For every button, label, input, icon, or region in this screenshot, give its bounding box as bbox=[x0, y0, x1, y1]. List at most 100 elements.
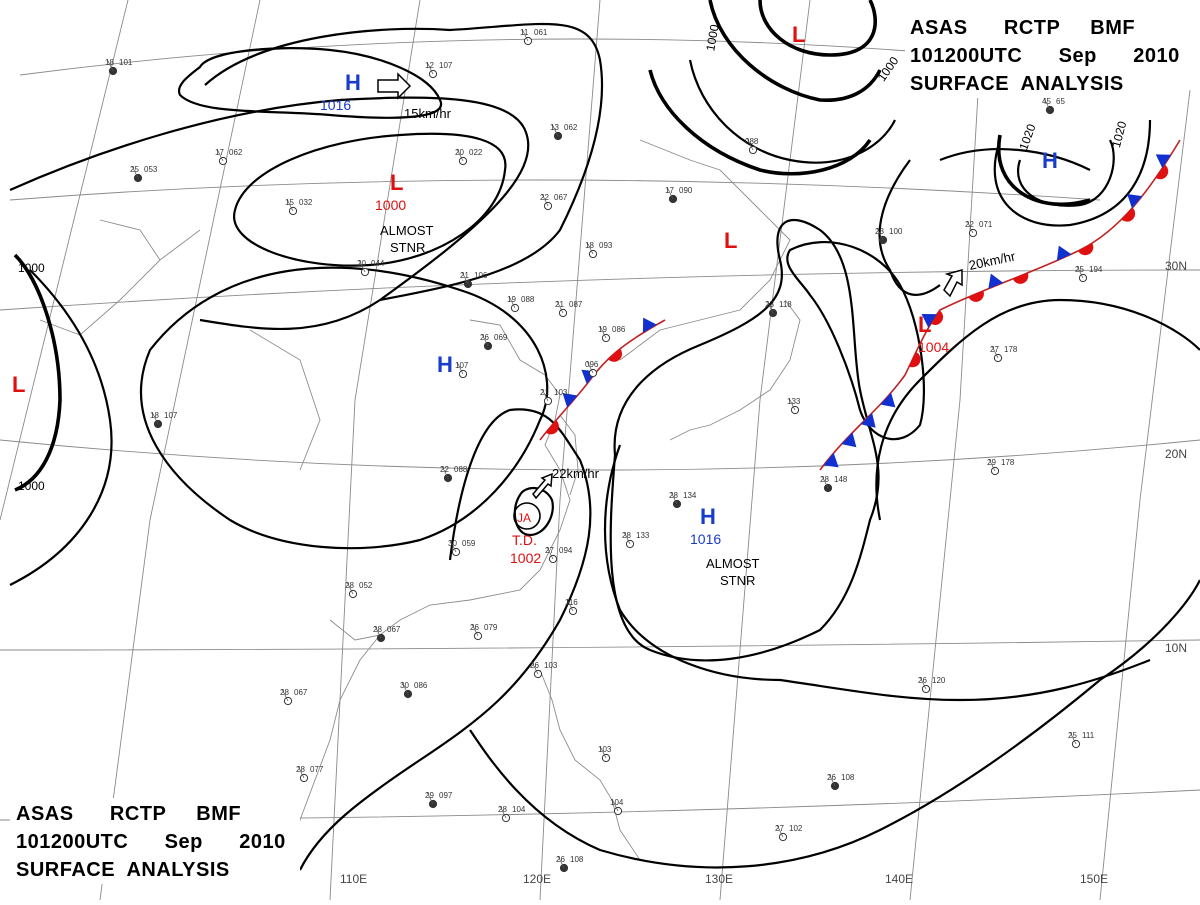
warm-front-semicircle bbox=[930, 310, 944, 326]
header-top-right: ASAS RCTP BMF 101200UTC Sep 2010 SURFACE… bbox=[905, 10, 1179, 98]
wind-barb bbox=[599, 745, 607, 759]
station-pressure: 101 bbox=[119, 58, 133, 67]
wind-barb bbox=[401, 681, 409, 695]
isobar-heavy bbox=[708, 0, 882, 102]
header-line-3: SURFACE ANALYSIS bbox=[16, 859, 230, 881]
station-plot: 22 067 bbox=[540, 193, 568, 211]
isobar-heavy bbox=[648, 69, 872, 176]
station-temperature: 26 bbox=[530, 661, 539, 670]
wind-barb bbox=[297, 765, 305, 779]
pressure-symbols: H 1016 L 1000 ALMOST STNR L L H H L L 100… bbox=[12, 22, 1058, 588]
station-plot: 28 077 bbox=[296, 765, 324, 783]
wind-barb bbox=[766, 300, 774, 314]
note-line-1: ALMOST bbox=[380, 223, 434, 238]
station-temperature: 18 bbox=[585, 241, 594, 250]
cold-front-triangle bbox=[880, 392, 896, 408]
wind-barb bbox=[541, 193, 549, 207]
wind-barb bbox=[776, 824, 784, 838]
station-temperature: 22 bbox=[440, 465, 449, 474]
station-plot: 17 090 bbox=[665, 186, 693, 204]
station-plot: 25 111 bbox=[1068, 731, 1095, 749]
station-temperature: 29 bbox=[425, 791, 434, 800]
station-plot: 30 059 bbox=[448, 539, 476, 557]
wind-barb bbox=[456, 361, 464, 375]
station-temperature: 21 bbox=[540, 388, 549, 397]
station-pressure: 134 bbox=[683, 491, 697, 500]
station-plot: 22 071 bbox=[965, 220, 993, 238]
station-pressure: 107 bbox=[439, 61, 453, 70]
cold-front-triangle bbox=[823, 452, 839, 468]
frontal-line bbox=[819, 139, 1181, 471]
low-symbol: L bbox=[918, 312, 931, 337]
station-plot: 096 bbox=[585, 360, 599, 378]
station-pressure: 067 bbox=[387, 625, 401, 634]
header-backdrop bbox=[10, 798, 300, 884]
station-pressure: 059 bbox=[462, 539, 476, 548]
warm-front-semicircle bbox=[607, 348, 622, 362]
station-pressure: 044 bbox=[371, 259, 385, 268]
tropical-depression: JA T.D. 1002 bbox=[510, 502, 541, 566]
station-pressure: 097 bbox=[439, 791, 453, 800]
station-plot: 19 086 bbox=[598, 325, 626, 343]
station-plot: 26 069 bbox=[480, 333, 508, 351]
arrow-icon bbox=[532, 472, 553, 500]
station-temperature: 088 bbox=[745, 137, 759, 146]
warm-front-semicircle-shape bbox=[968, 290, 984, 302]
station-temperature: 29 bbox=[987, 458, 996, 467]
wind-barb bbox=[828, 773, 836, 787]
td-circle bbox=[513, 502, 541, 530]
cold-front-triangle-shape bbox=[1155, 154, 1172, 169]
wind-barb bbox=[499, 805, 507, 819]
warm-front-semicircle-shape bbox=[607, 348, 622, 362]
warm-front-semicircle-shape bbox=[1012, 272, 1029, 284]
station-plot: 27 102 bbox=[775, 824, 803, 842]
station-temperature: 26 bbox=[556, 855, 565, 864]
station-plot: 23 118 bbox=[765, 300, 792, 318]
station-temperature: 28 bbox=[820, 475, 829, 484]
wind-barb bbox=[521, 28, 529, 42]
station-temperature: 19 bbox=[598, 325, 607, 334]
isobar bbox=[9, 269, 113, 586]
td-pressure: 1002 bbox=[510, 550, 541, 566]
station-temperature: 27 bbox=[775, 824, 784, 833]
station-temperature: 21 bbox=[555, 300, 564, 309]
cold-front-triangle-shape bbox=[880, 392, 896, 408]
isobar bbox=[786, 241, 925, 441]
td-label: T.D. bbox=[512, 532, 537, 548]
station-pressure: 108 bbox=[841, 773, 855, 782]
station-pressure: 052 bbox=[359, 581, 373, 590]
station-pressure: 133 bbox=[636, 531, 650, 540]
arrow-icon bbox=[943, 269, 963, 298]
isobar-label: 1020 bbox=[1109, 119, 1130, 149]
station-temperature: 22 bbox=[540, 193, 549, 202]
motion-arrow: 15km/hr bbox=[377, 72, 452, 121]
station-temperature: 133 bbox=[787, 397, 801, 406]
wind-barb bbox=[358, 259, 366, 273]
station-plot: 22 088 bbox=[440, 465, 468, 483]
wind-barb bbox=[286, 198, 294, 212]
wind-barb bbox=[481, 333, 489, 347]
station-pressure: 069 bbox=[494, 333, 508, 342]
isobar bbox=[939, 147, 1091, 171]
high-symbol: H bbox=[700, 504, 716, 529]
wind-barb bbox=[151, 411, 159, 425]
station-temperature: 28 bbox=[373, 625, 382, 634]
station-plot: 26 108 bbox=[556, 855, 584, 873]
station-pressure: 062 bbox=[229, 148, 243, 157]
isobar-label: 1000 bbox=[703, 23, 721, 52]
station-pressure: 107 bbox=[164, 411, 178, 420]
isobar bbox=[177, 47, 443, 119]
station-temperature: 45 bbox=[1042, 97, 1051, 106]
warm-front-semicircle bbox=[1012, 272, 1029, 284]
td-code: JA bbox=[517, 511, 531, 525]
wind-barb bbox=[449, 539, 457, 553]
station-temperature: 22 bbox=[965, 220, 974, 229]
isobar-heavy bbox=[996, 134, 1091, 206]
station-plot: 27 094 bbox=[545, 546, 573, 564]
cold-front-triangle-shape bbox=[1127, 193, 1143, 209]
low-symbol: L bbox=[12, 372, 25, 397]
pressure-value: 1004 bbox=[918, 339, 949, 355]
station-temperature: 25 bbox=[1075, 265, 1084, 274]
station-pressure: 111 bbox=[1082, 731, 1095, 740]
station-plot: 26 120 bbox=[918, 676, 946, 694]
